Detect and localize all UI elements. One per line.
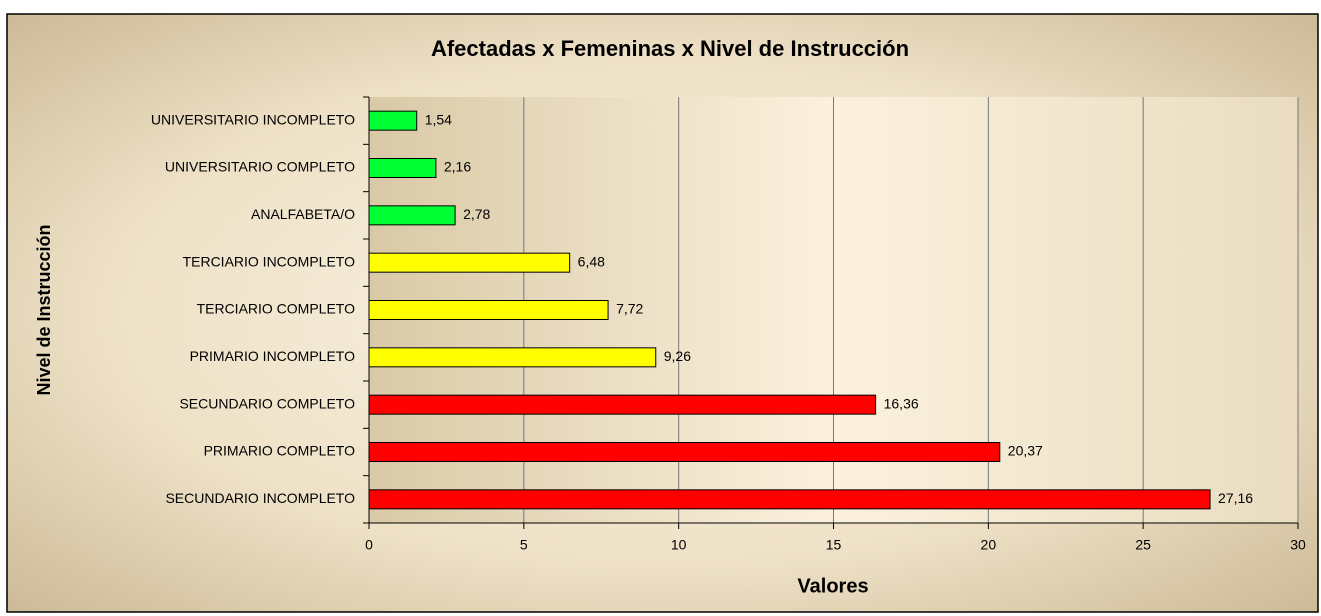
data-label: 9,26 <box>664 348 691 364</box>
x-tick-label: 0 <box>365 537 373 553</box>
data-label: 2,78 <box>463 206 490 222</box>
y-tick-label: SECUNDARIO COMPLETO <box>179 395 355 411</box>
y-tick-label: SECUNDARIO INCOMPLETO <box>165 490 355 506</box>
y-tick-label: PRIMARIO INCOMPLETO <box>190 348 356 364</box>
x-tick-label: 5 <box>520 537 528 553</box>
bar <box>368 347 657 368</box>
x-tick-label: 20 <box>981 537 997 553</box>
bar <box>368 442 1001 462</box>
bar <box>368 252 571 273</box>
bar <box>368 300 609 320</box>
data-label: 7,72 <box>616 301 643 317</box>
y-tick-label: UNIVERSITARIO INCOMPLETO <box>151 111 355 127</box>
data-label: 27,16 <box>1218 490 1253 506</box>
bar <box>368 158 437 178</box>
data-label: 2,16 <box>444 159 471 175</box>
data-label: 6,48 <box>578 253 605 269</box>
y-tick-label: UNIVERSITARIO COMPLETO <box>165 159 355 175</box>
y-tick-label: TERCIARIO INCOMPLETO <box>183 253 356 269</box>
x-tick-label: 10 <box>671 537 687 553</box>
y-tick-label: TERCIARIO COMPLETO <box>197 301 356 317</box>
data-label: 20,37 <box>1008 443 1043 459</box>
x-tick-label: 15 <box>826 537 842 553</box>
chart-title: Afectadas x Femeninas x Nivel de Instruc… <box>431 36 909 61</box>
x-axis-label: Valores <box>797 575 868 597</box>
y-tick-label: PRIMARIO COMPLETO <box>204 443 356 459</box>
data-label: 16,36 <box>884 395 919 411</box>
bar <box>368 489 1211 510</box>
y-axis-label: Nivel de Instrucción <box>34 224 54 395</box>
bar <box>368 205 456 226</box>
data-label: 1,54 <box>425 111 452 127</box>
x-tick-label: 25 <box>1135 537 1151 553</box>
y-tick-label: ANALFABETA/O <box>251 206 355 222</box>
x-tick-label: 30 <box>1290 537 1306 553</box>
bar <box>368 394 877 415</box>
bar <box>368 110 418 131</box>
